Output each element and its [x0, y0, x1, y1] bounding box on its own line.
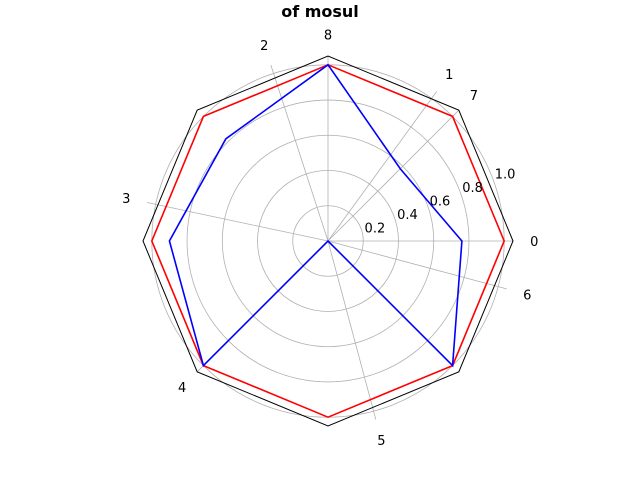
radial-tick-label: 0.6 [430, 195, 451, 210]
angular-tick-label: 7 [470, 89, 478, 104]
radial-tick-label: 0.2 [365, 222, 386, 237]
radial-tick-label: 0.8 [462, 181, 483, 196]
series-line-1 [168, 63, 463, 368]
angular-gridline [327, 240, 507, 290]
angular-gridline [327, 91, 438, 242]
series-line-0 [150, 63, 506, 419]
frame [142, 55, 514, 427]
angular-tick-label: 5 [377, 434, 385, 449]
polar-frame [142, 55, 514, 427]
angular-tick-label: 0 [530, 235, 538, 250]
angular-tick-label: 1 [445, 68, 453, 83]
angular-tick-label: 2 [260, 39, 268, 54]
angular-tick-label: 3 [122, 192, 130, 207]
angular-gridline [270, 64, 329, 242]
grid [146, 56, 513, 420]
angular-tick-label: 4 [178, 381, 186, 396]
tick-labels: 0 1 2 3 4 5 6 7 8 0.2 0.4 0.6 0.8 1.0 [122, 29, 538, 450]
angular-gridline [327, 240, 377, 420]
angular-gridline [146, 202, 329, 242]
angular-tick-label: 6 [523, 288, 531, 303]
angular-gridline [327, 109, 460, 242]
radial-tick-label: 0.4 [397, 208, 418, 223]
radial-tick-label: 1.0 [495, 168, 516, 183]
series [150, 63, 506, 419]
chart-title: of mosul [281, 2, 359, 21]
angular-tick-label: 8 [324, 29, 332, 44]
